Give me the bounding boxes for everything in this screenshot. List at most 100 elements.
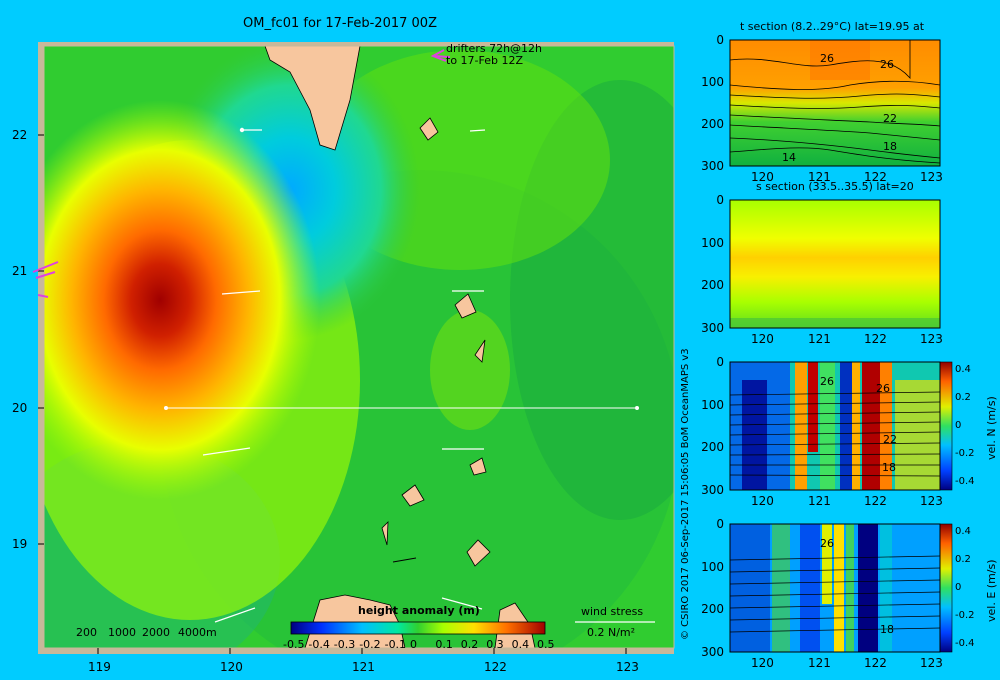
x-tick: 119 — [88, 660, 111, 674]
vel-e-label: vel. E (m/s) — [985, 559, 998, 622]
drifters-label-1: drifters 72h@12h — [446, 42, 543, 55]
section-y-tick: 0 — [716, 33, 724, 47]
section-y-tick: 300 — [701, 645, 724, 659]
section-y-tick: 0 — [716, 193, 724, 207]
land-island — [474, 339, 486, 363]
velocity-colorbar-tick: -0.4 — [955, 638, 975, 649]
height-anomaly-field — [44, 46, 674, 648]
x-tick: 121 — [352, 660, 375, 674]
section-y-tick: 100 — [701, 559, 724, 574]
velocity-colorbar-tick: 0.2 — [955, 554, 971, 565]
contour-label: 26 — [876, 382, 890, 395]
scale-2000: 2000 — [142, 626, 170, 639]
section-y-tick: 200 — [701, 440, 724, 455]
section-x-tick: 123 — [920, 494, 943, 508]
velocity-colorbar-tick: 0.2 — [955, 392, 971, 403]
land-island — [466, 539, 491, 567]
y-tick: 19 — [12, 537, 28, 551]
section-x-tick: 120 — [751, 332, 774, 346]
y-tick: 20 — [12, 401, 28, 415]
section-x-tick: 120 — [751, 656, 774, 670]
velocity-colorbar-tick: -0.2 — [955, 610, 975, 621]
section-y-tick: 200 — [701, 117, 724, 131]
colorbar-tick: -0.5 — [283, 638, 305, 651]
x-tick: 123 — [616, 660, 639, 674]
y-tick: 21 — [12, 264, 28, 278]
scale-1000: 1000 — [108, 626, 136, 639]
section-x-tick: 122 — [864, 494, 887, 508]
map-title: OM_fc01 for 17-Feb-2017 00Z — [243, 16, 437, 31]
land-taiwan — [264, 46, 361, 151]
wind-stress-value: 0.2 N/m² — [587, 626, 636, 639]
velocity-colorbar-tick: 0.4 — [955, 526, 971, 537]
colorbar-tick: -0.4 — [308, 638, 330, 651]
colorbar-tick: 0.5 — [537, 638, 555, 651]
section-x-tick: 121 — [808, 494, 831, 508]
scale-4000: 4000m — [178, 626, 217, 639]
contour-label: 26 — [820, 537, 834, 550]
section-x-tick: 123 — [920, 170, 943, 184]
velocity-colorbar-tick: -0.4 — [955, 476, 975, 487]
colorbar-tick: -0.1 — [384, 638, 407, 651]
contour-label: 18 — [880, 623, 894, 636]
section-y-tick: 100 — [701, 75, 724, 89]
x-tick: 122 — [484, 660, 507, 674]
colorbar-label: height anomaly (m) — [358, 604, 480, 617]
colorbar-tick: 0 — [410, 638, 417, 651]
section-y-tick: 300 — [701, 321, 724, 335]
section-x-tick: 121 — [808, 170, 831, 184]
velocity-colorbar-tick: 0 — [955, 582, 962, 593]
y-tick: 22 — [12, 128, 28, 142]
t-section-title: t section (8.2..29°C) lat=19.95 at — [740, 20, 925, 33]
x-tick: 120 — [220, 660, 243, 674]
colorbar-tick: 0.4 — [511, 638, 530, 651]
velocity-colorbar-tick: 0.4 — [955, 364, 971, 375]
section-x-tick: 123 — [920, 656, 943, 670]
colorbar-height-anomaly — [290, 621, 546, 635]
drifters-label-2: to 17-Feb 12Z — [446, 54, 524, 67]
land-luzon — [304, 594, 406, 648]
s-section-panel — [730, 200, 940, 328]
section-y-tick: 300 — [701, 159, 724, 173]
contour-label: 22 — [883, 112, 897, 125]
drifter-tracks — [202, 127, 655, 623]
contour-label: 18 — [882, 461, 896, 474]
section-axes — [729, 39, 941, 653]
contour-label: 22 — [883, 433, 897, 446]
section-x-tick: 122 — [864, 656, 887, 670]
land-island — [401, 484, 425, 507]
land-island — [469, 457, 487, 476]
colorbar-vel-e — [939, 523, 953, 653]
land-island — [454, 293, 477, 319]
section-y-tick: 200 — [701, 278, 724, 293]
contour-label: 26 — [880, 58, 894, 71]
section-x-tick: 122 — [864, 332, 887, 346]
section-x-tick: 120 — [751, 494, 774, 508]
vel-n-panel — [729, 362, 941, 490]
section-x-tick: 121 — [808, 332, 831, 346]
vel-n-label: vel. N (m/s) — [985, 396, 998, 460]
contour-label: 26 — [820, 52, 834, 65]
wind-stress-label: wind stress — [581, 605, 644, 618]
velocity-colorbar-tick: 0 — [955, 420, 962, 431]
land-island — [381, 520, 389, 546]
section-y-tick: 0 — [716, 355, 724, 369]
section-x-tick: 122 — [864, 170, 887, 184]
contour-label: 18 — [883, 140, 897, 153]
section-y-tick: 100 — [701, 397, 724, 412]
land-island — [419, 117, 439, 141]
section-y-tick: 300 — [701, 483, 724, 497]
colorbar-vel-n — [939, 361, 953, 491]
colorbar-tick: -0.3 — [333, 638, 356, 651]
velocity-colorbar-tick: -0.2 — [955, 448, 975, 459]
scale-200: 200 — [76, 626, 97, 639]
section-y-tick: 0 — [716, 517, 724, 531]
contour-label: 26 — [820, 375, 834, 388]
section-x-tick: 121 — [808, 656, 831, 670]
drifter-markers — [32, 49, 451, 298]
s-section-title: s section (33.5..35.5) lat=20 — [756, 180, 914, 193]
t-section-panel — [729, 40, 941, 166]
colorbar-tick: 0.3 — [486, 638, 504, 651]
section-x-tick: 123 — [920, 332, 943, 346]
